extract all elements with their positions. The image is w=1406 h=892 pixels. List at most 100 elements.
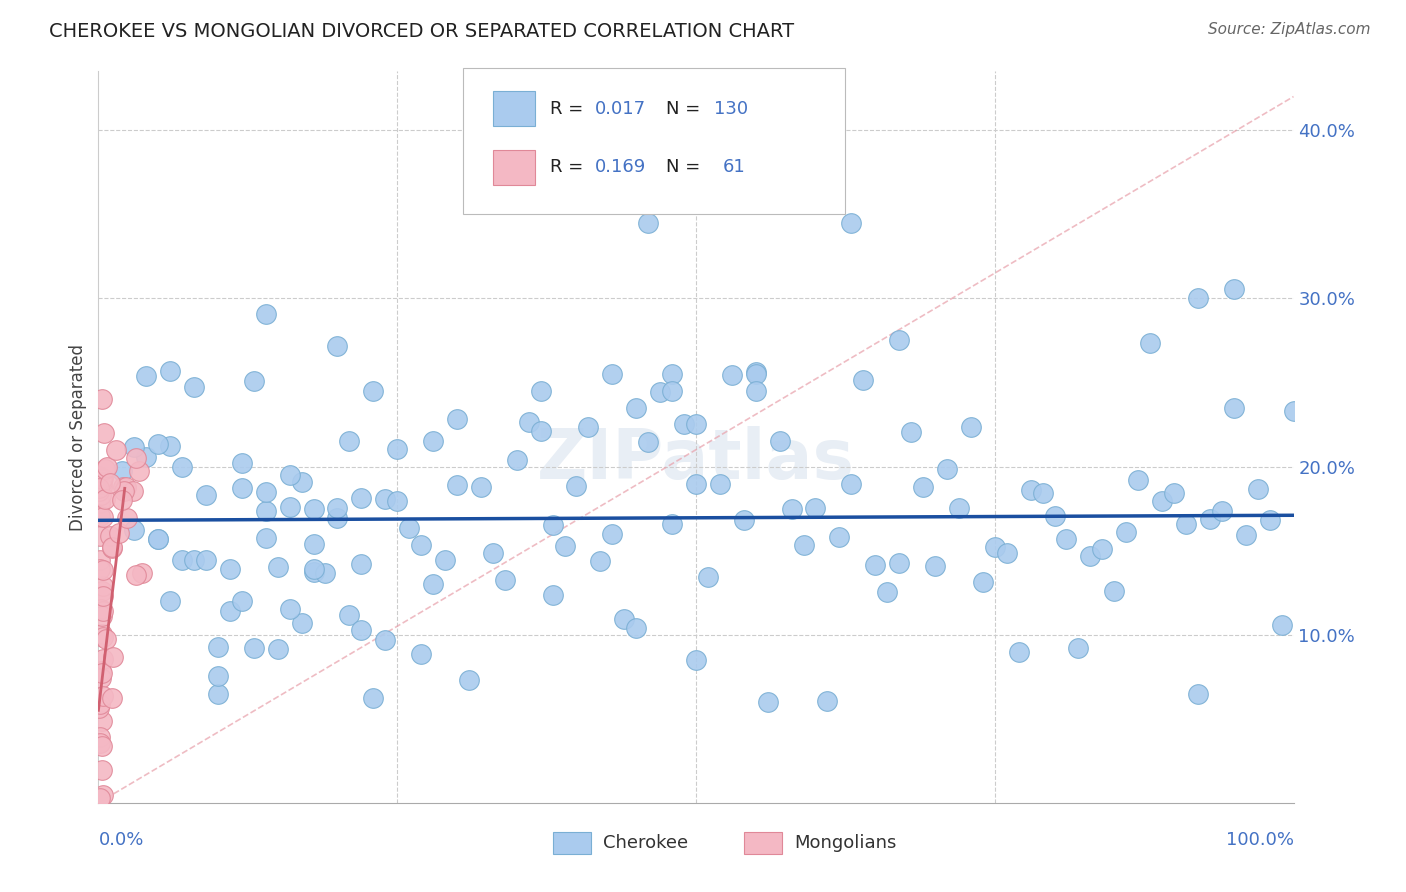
Point bbox=[302, 566, 325, 580]
Text: N =: N = bbox=[666, 100, 706, 118]
Point bbox=[589, 554, 612, 568]
Point bbox=[470, 480, 492, 494]
Point bbox=[852, 373, 875, 387]
Point bbox=[350, 557, 373, 571]
Point bbox=[554, 539, 576, 553]
Point bbox=[661, 367, 683, 381]
Point bbox=[124, 523, 146, 537]
Point bbox=[1056, 532, 1078, 546]
Point bbox=[972, 574, 994, 589]
Point bbox=[91, 509, 114, 524]
Point bbox=[302, 562, 325, 576]
Point bbox=[94, 492, 117, 507]
Point bbox=[685, 417, 707, 432]
Point bbox=[339, 434, 361, 448]
Point bbox=[111, 464, 134, 478]
Point bbox=[90, 763, 112, 777]
Point bbox=[159, 364, 181, 378]
Point bbox=[112, 484, 135, 499]
Point bbox=[841, 477, 863, 491]
Point bbox=[90, 602, 112, 616]
Point bbox=[385, 494, 409, 508]
Point bbox=[673, 417, 696, 431]
Point bbox=[135, 369, 157, 384]
Point bbox=[1152, 493, 1174, 508]
Point bbox=[91, 475, 114, 489]
Point bbox=[876, 584, 898, 599]
Point bbox=[1247, 482, 1270, 496]
Point bbox=[100, 540, 122, 554]
Point bbox=[90, 714, 112, 728]
Point bbox=[111, 493, 134, 508]
Text: R =: R = bbox=[550, 158, 589, 177]
Point bbox=[1187, 687, 1209, 701]
Point bbox=[661, 384, 683, 398]
Point bbox=[446, 412, 468, 426]
Point bbox=[89, 528, 111, 542]
Point bbox=[91, 739, 114, 753]
Point bbox=[1032, 485, 1054, 500]
Point bbox=[90, 664, 112, 678]
Point bbox=[89, 496, 111, 510]
Point bbox=[96, 459, 118, 474]
Point bbox=[195, 553, 218, 567]
Point bbox=[326, 500, 349, 515]
Point bbox=[243, 375, 266, 389]
Point bbox=[721, 368, 744, 382]
Point bbox=[89, 553, 111, 567]
Point bbox=[90, 627, 112, 641]
Point bbox=[93, 462, 115, 476]
Point bbox=[91, 666, 114, 681]
Point bbox=[1175, 516, 1198, 531]
Point bbox=[267, 641, 290, 656]
Point bbox=[768, 434, 790, 448]
Point bbox=[517, 415, 540, 429]
Point bbox=[94, 632, 117, 646]
Point bbox=[89, 562, 111, 576]
Point bbox=[995, 546, 1018, 560]
Point bbox=[745, 384, 768, 398]
Point bbox=[924, 558, 946, 573]
Point bbox=[89, 736, 111, 750]
Point bbox=[578, 419, 600, 434]
Point bbox=[326, 511, 349, 525]
Point bbox=[984, 541, 1007, 555]
Point bbox=[219, 604, 242, 618]
Point bbox=[105, 442, 128, 457]
Point bbox=[648, 384, 672, 399]
Point bbox=[685, 653, 707, 667]
Point bbox=[422, 434, 444, 449]
Point bbox=[112, 480, 135, 494]
Text: R =: R = bbox=[550, 100, 589, 118]
Point bbox=[900, 425, 922, 440]
Point bbox=[90, 671, 112, 685]
Point bbox=[125, 568, 148, 582]
Point bbox=[815, 694, 838, 708]
Point bbox=[87, 468, 110, 483]
Point bbox=[756, 695, 779, 709]
Point bbox=[1187, 291, 1209, 305]
Point bbox=[135, 450, 157, 464]
Point bbox=[91, 788, 114, 802]
Point bbox=[231, 594, 253, 608]
Point bbox=[148, 532, 170, 546]
Point bbox=[828, 530, 851, 544]
Point bbox=[1199, 512, 1222, 526]
Point bbox=[434, 552, 457, 566]
Point bbox=[124, 441, 146, 455]
Point bbox=[93, 425, 115, 440]
Point bbox=[90, 479, 112, 493]
Point bbox=[363, 691, 385, 706]
Point bbox=[661, 516, 683, 531]
Point bbox=[1104, 584, 1126, 599]
Point bbox=[1223, 401, 1246, 415]
Text: 130: 130 bbox=[714, 100, 748, 118]
Point bbox=[91, 579, 114, 593]
Point bbox=[889, 557, 911, 571]
Point bbox=[315, 566, 337, 580]
FancyBboxPatch shape bbox=[463, 68, 845, 214]
Point bbox=[374, 632, 396, 647]
Point bbox=[374, 491, 396, 506]
Point bbox=[90, 472, 112, 486]
Point bbox=[254, 307, 277, 321]
